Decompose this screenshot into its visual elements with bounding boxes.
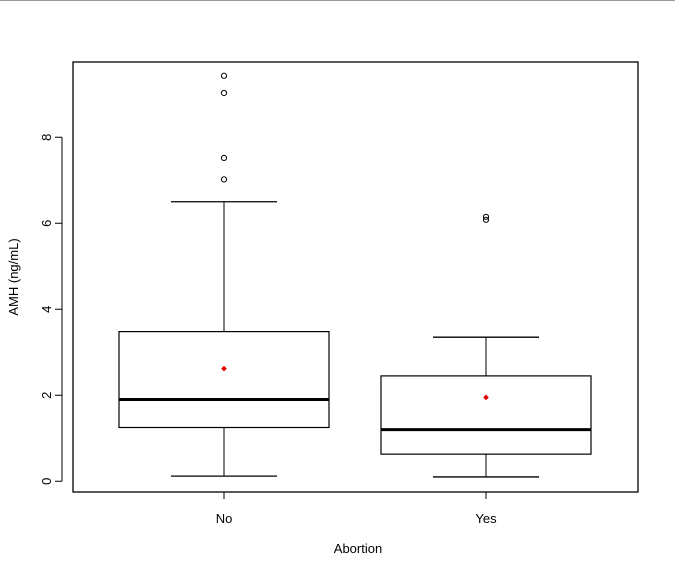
plot-frame bbox=[72, 61, 639, 493]
boxes bbox=[118, 72, 592, 478]
box-no bbox=[118, 72, 330, 477]
x-tick-label: Yes bbox=[475, 511, 497, 526]
outlier-point bbox=[220, 72, 228, 79]
outlier-point bbox=[482, 213, 490, 220]
y-axis: 0 2 4 6 8 bbox=[39, 134, 63, 485]
y-tick-label: 2 bbox=[39, 392, 54, 399]
y-tick-label: 0 bbox=[39, 478, 54, 485]
outlier-point bbox=[220, 176, 228, 183]
x-axis: No Yes bbox=[216, 492, 497, 526]
x-axis-title: Abortion bbox=[334, 541, 382, 556]
y-axis-title: AMH (ng/mL) bbox=[6, 238, 21, 315]
x-tick-label: No bbox=[216, 511, 233, 526]
outlier-point bbox=[220, 154, 228, 161]
y-tick-label: 4 bbox=[39, 306, 54, 313]
y-tick-label: 8 bbox=[39, 134, 54, 141]
iqr-box bbox=[118, 331, 330, 429]
mean-marker bbox=[483, 394, 489, 401]
mean-marker bbox=[221, 365, 227, 372]
outlier-point bbox=[482, 216, 490, 223]
y-tick-label: 6 bbox=[39, 220, 54, 227]
outlier-point bbox=[220, 89, 228, 97]
window-top-rule bbox=[0, 0, 675, 1]
iqr-box bbox=[380, 375, 592, 455]
box-yes bbox=[380, 213, 592, 478]
